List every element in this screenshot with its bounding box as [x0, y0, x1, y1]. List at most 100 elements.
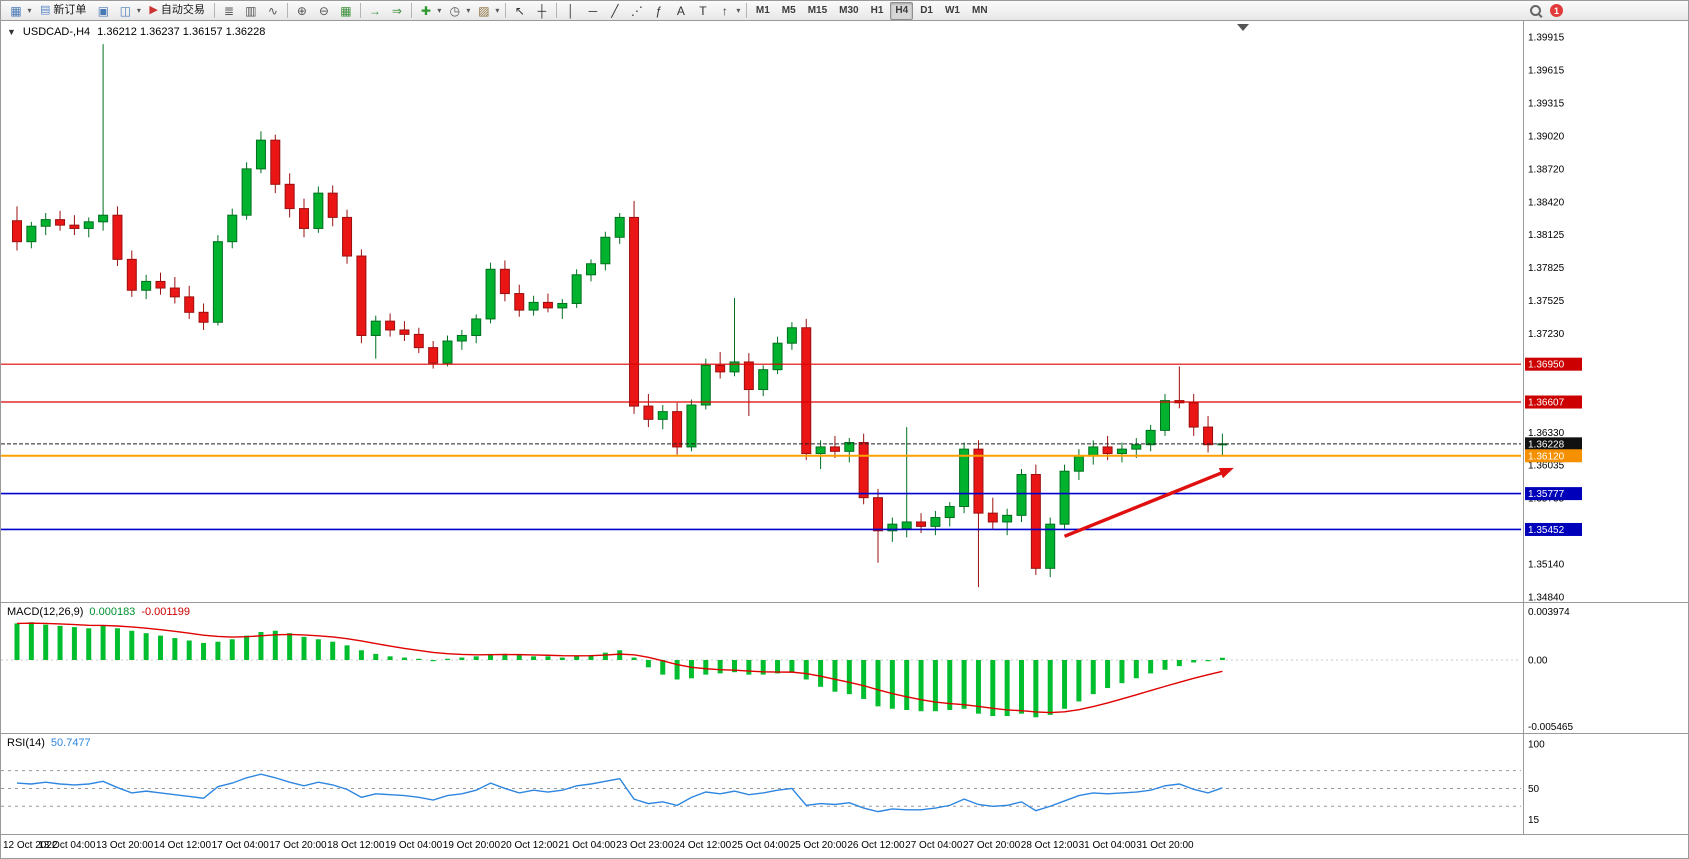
notification-badge[interactable]: 1	[1550, 4, 1563, 17]
trend-arrow[interactable]	[1063, 470, 1226, 538]
macd-histogram-bar	[143, 633, 149, 660]
price-badge-1.35777[interactable]	[1525, 487, 1582, 501]
timeframe-mn[interactable]: MN	[967, 2, 993, 20]
cursor-tool-button[interactable]: ↖	[510, 2, 530, 20]
candle-body	[83, 221, 94, 229]
periods-button[interactable]: ◷	[445, 2, 465, 20]
macd-histogram-bar	[186, 640, 192, 660]
text-label-tool-button[interactable]: T	[693, 2, 713, 20]
rsi-header: RSI(14) 50.7477	[7, 737, 91, 749]
window-list-button[interactable]: ◫	[115, 2, 135, 20]
trend-arrow-head[interactable]	[1218, 467, 1234, 479]
candle-body	[471, 318, 482, 336]
arrows-dropdown[interactable]: ▾	[736, 6, 741, 15]
timeframe-d1[interactable]: D1	[915, 2, 938, 20]
crosshair-tool-button[interactable]: ┼	[532, 2, 552, 20]
candle-body	[1102, 446, 1113, 455]
macd-histogram-bar	[1062, 660, 1068, 709]
macd-histogram-bar	[861, 660, 867, 700]
macd-histogram-bar	[732, 660, 737, 673]
trendline-tool-button[interactable]: ╱	[605, 2, 625, 20]
periods-button-glyph: ◷	[449, 3, 461, 18]
candle-body	[715, 364, 726, 373]
toolbar-separator	[555, 3, 557, 18]
macd-histogram-bar	[602, 652, 608, 660]
one-click-trading-arrow[interactable]: ▼	[7, 27, 16, 37]
arrows-tool-button[interactable]: ↑	[715, 2, 735, 20]
search-button[interactable]	[1526, 2, 1546, 20]
macd-histogram-bar	[459, 657, 465, 660]
price-badge-1.36228[interactable]	[1525, 437, 1582, 451]
candle-body	[858, 442, 869, 499]
macd-histogram-bar	[990, 660, 996, 717]
candlestick-mode-button-glyph: ▥	[245, 3, 257, 18]
profiles-dropdown[interactable]: ▾	[136, 6, 141, 15]
channel-tool-button[interactable]: ⋰	[627, 2, 647, 20]
price-tick-label: 1.38420	[1528, 197, 1565, 208]
macd-histogram-bar	[559, 657, 565, 660]
price-badge-1.36950[interactable]	[1525, 357, 1582, 371]
time-tick-label: 17 Oct 20:00	[269, 840, 327, 851]
macd-histogram-bar	[473, 656, 479, 660]
price-tick-label: 1.35140	[1528, 559, 1565, 570]
rsi-axis-label: 100	[1528, 739, 1545, 750]
macd-histogram-bar	[215, 641, 221, 660]
macd-histogram-bar	[100, 625, 106, 660]
timeframe-w1[interactable]: W1	[940, 2, 965, 20]
timeframe-m15[interactable]: M15	[803, 2, 832, 20]
zoom-in-button[interactable]: ⊕	[292, 2, 312, 20]
candle-body	[916, 521, 927, 527]
candlestick-mode-button[interactable]: ▥	[241, 2, 261, 20]
macd-histogram-bar	[258, 631, 264, 660]
indicators-dropdown[interactable]: ▾	[437, 6, 442, 15]
candle-body	[212, 241, 223, 323]
macd-histogram-bar	[961, 660, 967, 709]
candle-body	[1203, 426, 1214, 446]
price-badge-1.36120[interactable]	[1525, 449, 1582, 463]
periods-dropdown[interactable]: ▾	[466, 6, 471, 15]
new-chart-dropdown[interactable]: ▾	[27, 6, 32, 15]
timeframe-mn-label: MN	[971, 4, 988, 16]
macd-histogram-bar	[789, 660, 795, 673]
vertical-line-tool-button[interactable]: │	[561, 2, 581, 20]
candle-body	[729, 361, 740, 373]
macd-histogram-bar	[846, 660, 852, 695]
macd-histogram-bar	[1019, 660, 1024, 714]
chart-shift-marker[interactable]	[1237, 24, 1249, 31]
zoom-out-button[interactable]: ⊖	[314, 2, 334, 20]
fibonacci-tool-button[interactable]: ƒ	[649, 2, 669, 20]
new-chart-button[interactable]: ▦	[6, 2, 26, 20]
chart-shift-button[interactable]: ⇒	[387, 2, 407, 20]
line-chart-mode-button[interactable]: ∿	[263, 2, 283, 20]
macd-histogram-bar	[14, 623, 20, 660]
templates-button[interactable]: ▨	[474, 2, 494, 20]
macd-histogram-bar	[1191, 660, 1197, 663]
vertical-line-tool-button-glyph: │	[567, 3, 575, 18]
timeframe-h1[interactable]: H1	[866, 2, 889, 20]
templates-dropdown[interactable]: ▾	[495, 6, 500, 15]
time-tick-label: 31 Oct 20:00	[1136, 840, 1194, 851]
price-badge-label: 1.35777	[1528, 489, 1565, 500]
tile-windows-button[interactable]: ▦	[336, 2, 356, 20]
auto-trading-button[interactable]: ▶ 自动交易	[144, 2, 209, 20]
price-badge-label: 1.36950	[1528, 360, 1565, 371]
timeframe-m5[interactable]: M5	[777, 2, 801, 20]
horizontal-line-tool-button[interactable]: ─	[583, 2, 603, 20]
candle-body	[930, 517, 941, 527]
indicators-button[interactable]: ✚	[416, 2, 436, 20]
candle-body	[829, 446, 840, 452]
toolbar-separator	[359, 3, 361, 18]
candle-body	[801, 327, 812, 455]
chart-profiles-button[interactable]: ▣	[93, 2, 113, 20]
price-badge-1.36607[interactable]	[1525, 395, 1582, 409]
timeframe-m30[interactable]: M30	[834, 2, 863, 20]
macd-histogram-bar	[574, 656, 580, 660]
text-tool-button[interactable]: A	[671, 2, 691, 20]
timeframe-h4[interactable]: H4	[890, 1, 914, 20]
bar-chart-mode-button[interactable]: ≣	[219, 2, 239, 20]
timeframe-m1[interactable]: M1	[751, 2, 775, 20]
rsi-line	[16, 773, 1223, 813]
price-badge-1.35452[interactable]	[1525, 522, 1582, 536]
auto-scroll-button[interactable]: →	[365, 2, 385, 20]
new-order-button[interactable]: ▤ 新订单	[35, 2, 91, 20]
